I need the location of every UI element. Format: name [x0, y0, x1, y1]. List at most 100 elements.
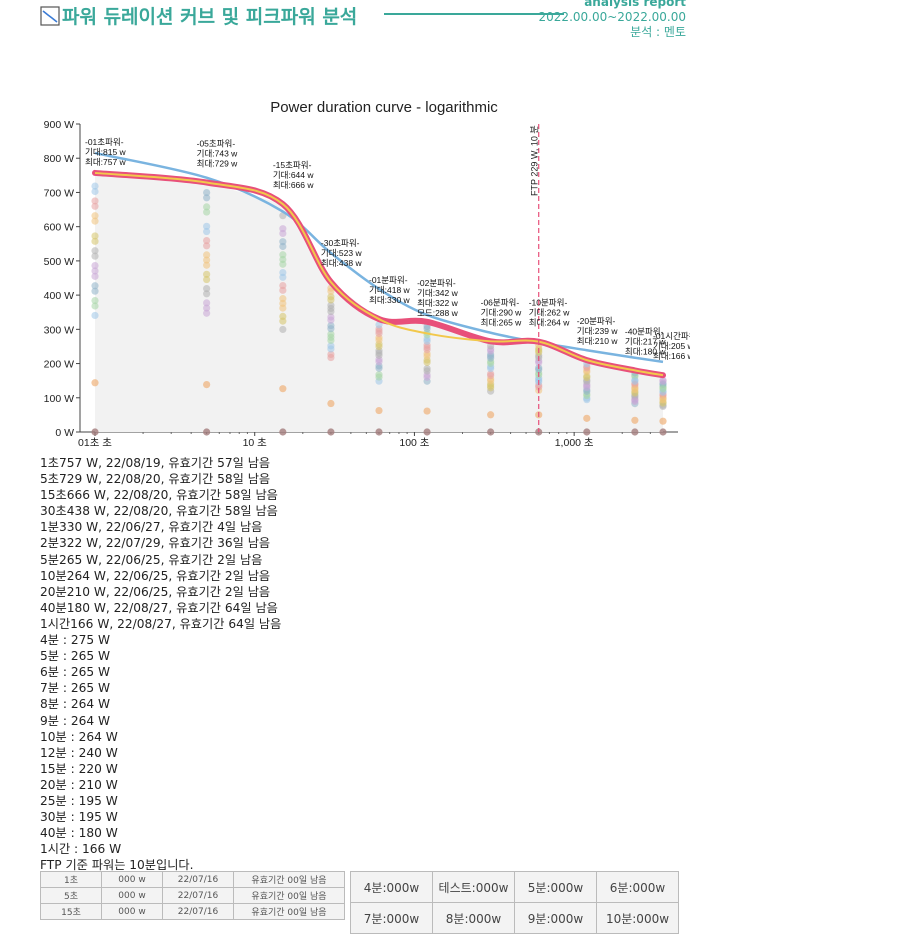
power-annotation: -15초파워-기대:644 w최대:666 w [273, 160, 315, 190]
history-point [203, 309, 211, 317]
power-summary-grid: 4분:000w 테스트:000w 5분:000w 6분:000w 7분:000w 8분:0… [350, 871, 679, 934]
y-tick-label: 800 W [44, 153, 74, 165]
x-tick-label: 1,000 초 [555, 437, 594, 448]
peak-list-item: 1시간166 W, 22/08/27, 유효기간 64일 남음 [40, 616, 282, 631]
history-point [279, 229, 287, 238]
power-annotation: -01초파워-기대:815 w최대:757 w [85, 137, 127, 167]
history-point [659, 396, 667, 404]
history-point [375, 373, 383, 381]
y-tick-label: 0 W [55, 427, 74, 439]
history-point [583, 383, 591, 391]
zero-point [279, 428, 287, 436]
zero-point [631, 428, 639, 436]
grid-cell: 테스트:000w [432, 871, 515, 903]
history-point [327, 353, 335, 362]
history-point [91, 297, 99, 305]
history-point [423, 373, 431, 381]
history-point [91, 267, 99, 275]
annotation-line: 최대:438 w [321, 258, 363, 268]
annotation-line: 기대:217 w [625, 336, 667, 346]
history-point [91, 272, 99, 280]
history-point [535, 366, 543, 374]
y-tick-label: 100 W [44, 393, 74, 405]
annotation-line: 최대:330 w [369, 295, 411, 305]
annotation-line: 기대:523 w [321, 248, 363, 258]
history-point [203, 261, 211, 269]
history-point [279, 385, 287, 393]
peak-record-table: 1초 000 w 22/07/16 유효기간 00일 남음 5초 000 w 22/07/1… [40, 871, 345, 920]
report-header: 파워 듀레이션 커브 및 피크파워 분석 analysis report 202… [40, 0, 690, 64]
annotation-line: 기대:815 w [85, 147, 127, 157]
annotation-line: -01초파워- [85, 137, 124, 147]
table-row: 1초 000 w 22/07/16 유효기간 00일 남음 [40, 871, 345, 888]
analyst-label: 분석 : 멘토 [630, 25, 686, 39]
annotation-line: 최대:210 w [577, 336, 619, 346]
history-point [91, 261, 99, 270]
power-annotation: -40분파워-기대:217 w최대:180 w [625, 326, 667, 356]
history-point [327, 296, 335, 304]
history-point [203, 380, 211, 389]
history-point [583, 374, 591, 382]
history-point [203, 275, 211, 284]
history-point [203, 236, 211, 245]
peak-list-item: 7분 : 265 W [40, 681, 111, 696]
annotation-line: 기대:342 w [417, 288, 459, 298]
power-annotation: -10분파워-기대:262 w최대:264 w [529, 298, 571, 328]
table-cell: 22/07/16 [162, 871, 234, 888]
annotation-line: 최대:666 w [273, 180, 315, 190]
peak-list-item: 9분 : 264 W [40, 713, 111, 728]
y-tick-label: 200 W [44, 359, 74, 371]
power-annotation: -05초파워-기대:743 w최대:729 w [197, 139, 239, 169]
page-title-text: 파워 듀레이션 커브 및 피크파워 분석 [62, 6, 358, 28]
peak-power-list: 1초757 W, 22/08/19, 유효기간 57일 남음 5초729 W, 2… [40, 455, 281, 873]
history-point [375, 336, 383, 344]
table-cell: 22/07/16 [162, 903, 234, 920]
history-point [487, 364, 495, 373]
peak-list-item: 8분 : 264 W [40, 697, 111, 712]
table-row: 15초 000 w 22/07/16 유효기간 00일 남음 [40, 903, 345, 920]
history-point [203, 256, 211, 264]
history-point [203, 222, 211, 230]
annotation-line: 최대:264 w [529, 318, 571, 328]
history-point [91, 217, 99, 225]
history-point [375, 351, 383, 359]
power-annotation: -20분파워-기대:239 w최대:210 w [577, 316, 619, 346]
peak-list-item: 10분264 W, 22/06/25, 유효기간 2일 남음 [40, 568, 271, 583]
table-cell: 유효기간 00일 남음 [233, 871, 345, 888]
history-point [535, 359, 543, 367]
peak-list-item: FTP 기준 파워는 10분입니다. [40, 858, 194, 873]
grid-cell: 9분:000w [514, 902, 597, 934]
zero-point [423, 428, 431, 436]
report-meta: analysis report 2022.00.00~2022.00.00 분석… [539, 0, 686, 40]
history-point [487, 411, 495, 419]
grid-cell: 8분:000w [432, 902, 515, 934]
x-tick-label: 10 초 [243, 437, 268, 448]
zero-point [327, 428, 335, 436]
power-annotation: -01분파워-기대:418 w최대:330 w [369, 275, 411, 305]
annotation-line: -20분파워- [577, 316, 616, 326]
annotation-line: -06분파워- [481, 297, 520, 307]
history-point [279, 317, 287, 325]
peak-list-item: 4분 : 275 W [40, 633, 111, 648]
history-point [279, 260, 287, 268]
history-point [631, 397, 639, 405]
history-point [203, 284, 211, 293]
history-point [659, 377, 667, 385]
history-point [487, 354, 495, 362]
history-point [423, 324, 431, 333]
history-point [91, 379, 99, 387]
report-label: analysis report [584, 0, 686, 9]
history-point [203, 194, 211, 202]
history-point [279, 286, 287, 294]
ftp-marker-label: FTP 229 W, 10 분 [530, 125, 540, 196]
date-range: 2022.00.00~2022.00.00 [538, 10, 686, 24]
annotation-line: 기대:743 w [197, 149, 239, 159]
y-tick-label: 400 W [44, 290, 74, 302]
page-title: 파워 듀레이션 커브 및 피크파워 분석 [40, 4, 375, 30]
annotation-line: 기대:205 w [653, 341, 690, 351]
table-row: 5초 000 w 22/07/16 유효기간 00일 남음 [40, 887, 345, 904]
y-tick-label: 600 W [44, 222, 74, 234]
grid-cell: 4분:000w [350, 871, 433, 903]
table-cell: 1초 [40, 871, 102, 888]
grid-cell: 5분:000w [514, 871, 597, 903]
